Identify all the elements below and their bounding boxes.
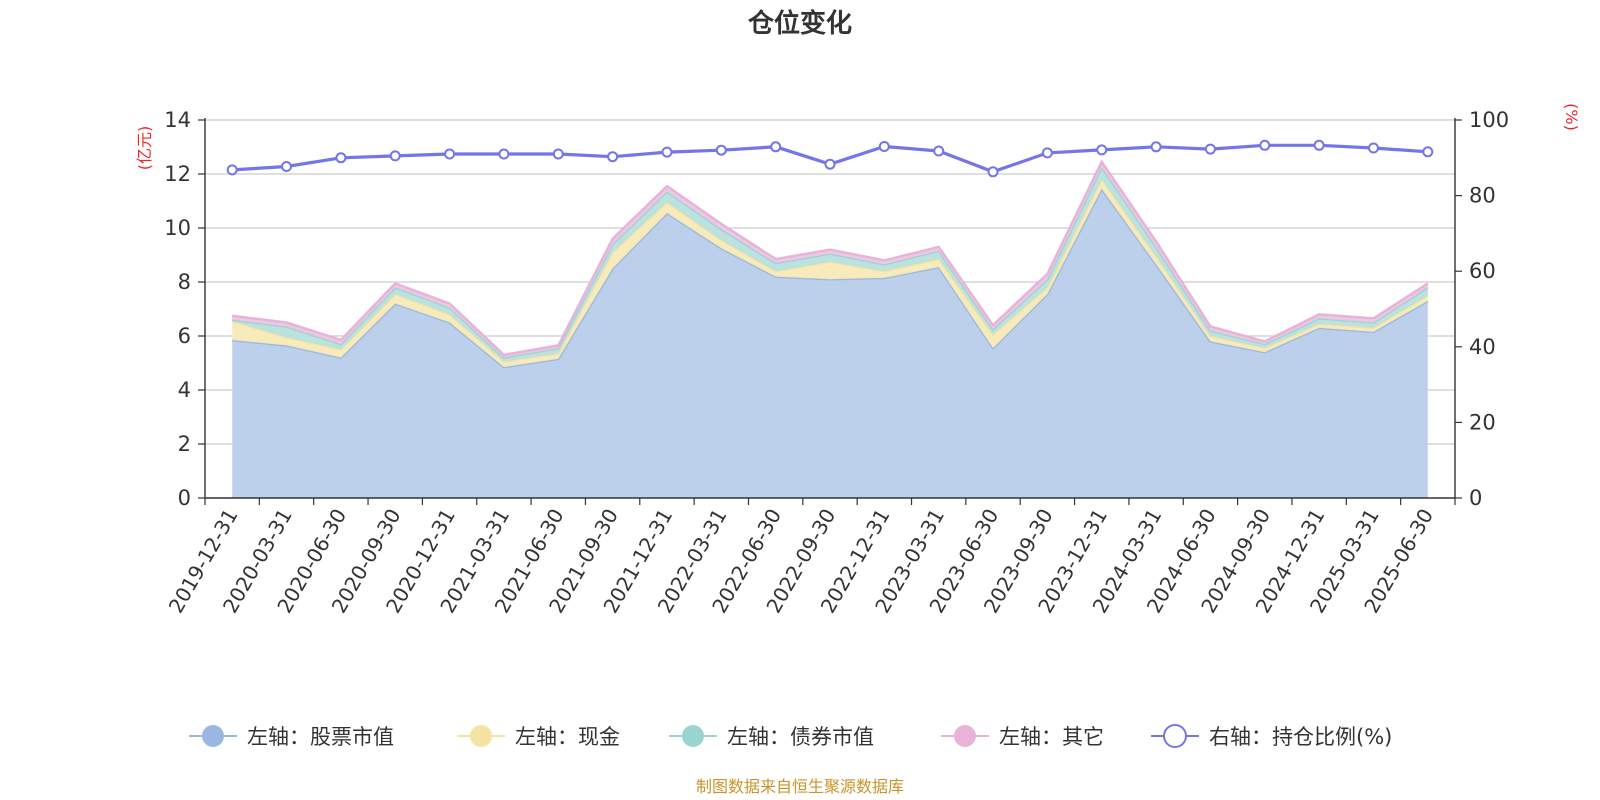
ratio-point [1041,147,1053,159]
ratio-point [715,144,727,156]
ratio-point [1313,139,1325,151]
ratio-point [933,145,945,157]
ratio-point [226,164,238,176]
area-band [232,179,1428,368]
data-source-note: 制图数据来自恒生聚源数据库 [696,777,904,796]
right-tick-label: 60 [1469,259,1496,283]
ratio-point [444,148,456,160]
right-tick-label: 80 [1469,184,1496,208]
ratio-point [607,151,619,163]
ratio-point [661,146,673,158]
legend-item: 左轴：其它 [941,725,1104,749]
legend-label: 左轴：股票市值 [247,725,394,749]
right-tick-label: 20 [1469,410,1496,434]
left-axis-unit: (亿元) [135,126,154,171]
left-tick-label: 0 [178,486,191,510]
left-tick-label: 4 [178,378,191,402]
area-line [232,159,1429,357]
ratio-point [1259,139,1271,151]
left-tick-label: 6 [178,324,191,348]
chart-title: 仓位变化 [747,8,852,39]
ratio-point [1150,141,1162,153]
area-series [231,159,1429,498]
legend-label: 左轴：现金 [515,725,620,749]
legend-marker [954,725,976,747]
holding-ratio-series [226,139,1434,178]
left-tick-label: 12 [164,162,191,186]
right-tick-label: 40 [1469,335,1496,359]
legend-marker [1163,724,1187,748]
right-tick-label: 100 [1469,108,1509,132]
area-band [232,188,1428,498]
ratio-point [498,148,510,160]
ratio-point [1368,142,1379,154]
ratio-point [824,158,836,170]
legend-item: 右轴：持仓比例(%) [1151,724,1392,749]
legend-label: 左轴：其它 [999,725,1104,749]
right-tick-label: 0 [1469,486,1482,510]
ratio-point [770,141,782,153]
legend-marker [470,725,492,747]
right-axis-unit: (%) [1562,103,1581,131]
left-tick-label: 14 [164,108,191,132]
left-tick-label: 10 [164,216,191,240]
ratio-point [987,166,999,178]
area-band [232,167,1428,362]
ratio-point [552,148,564,160]
ratio-point [389,150,401,162]
legend-item: 左轴：股票市值 [189,725,394,749]
ratio-point [1204,143,1216,155]
ratio-point [1096,144,1108,156]
legend-marker [202,725,224,747]
ratio-point [878,141,890,152]
legend: 左轴：股票市值 左轴：现金 左轴：债券市值 左轴：其它 右轴：持仓比例(%) [189,724,1392,749]
left-tick-label: 2 [178,432,191,456]
left-tick-label: 8 [178,270,191,294]
legend-label: 左轴：债券市值 [727,725,874,749]
legend-marker [682,725,704,747]
legend-item: 左轴：现金 [457,725,620,749]
legend-label: 右轴：持仓比例(%) [1209,725,1392,749]
legend-item: 左轴：债券市值 [669,725,874,749]
ratio-point [281,161,292,172]
ratio-point [335,152,347,164]
ratio-point [1422,146,1434,158]
